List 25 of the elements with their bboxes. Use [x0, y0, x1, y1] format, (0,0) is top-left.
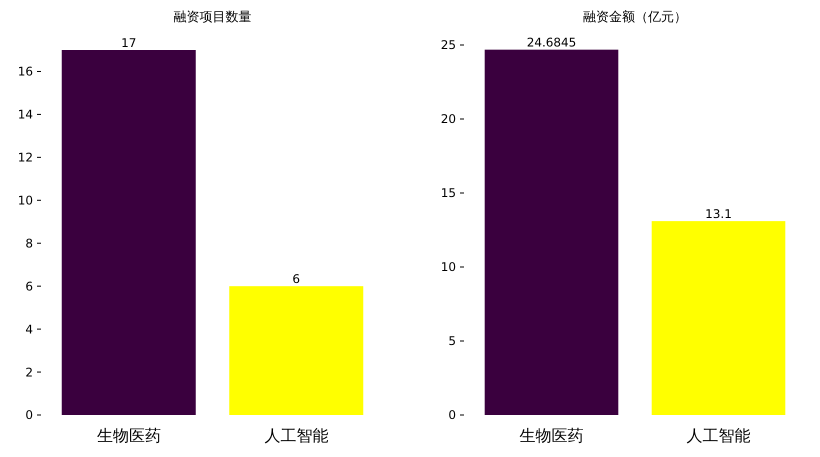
y-tick-label: 12: [18, 150, 33, 165]
x-tick-label: 人工智能: [264, 426, 328, 445]
data-label: 6: [292, 272, 300, 286]
x-tick-label: 生物医药: [520, 426, 584, 445]
data-label: 13.1: [705, 207, 732, 222]
y-tick-label: 8: [25, 236, 33, 250]
chart-title: 融资项目数量: [174, 10, 252, 25]
x-tick-label: 生物医药: [96, 426, 161, 445]
y-tick-label: 2: [25, 365, 33, 380]
x-tick-label: 人工智能: [686, 426, 750, 445]
y-tick-label: 10: [440, 260, 456, 274]
data-label: 24.6845: [526, 36, 576, 50]
y-tick-label: 20: [440, 112, 456, 126]
y-tick-label: 0: [448, 408, 456, 422]
chart-title: 融资金额（亿元）: [583, 10, 687, 25]
y-tick-label: 5: [448, 334, 456, 348]
data-label: 17: [121, 36, 136, 50]
y-tick-label: 25: [440, 38, 456, 52]
y-tick-label: 6: [25, 279, 33, 294]
y-tick-label: 15: [440, 186, 456, 200]
y-tick-label: 10: [18, 193, 33, 208]
y-tick-label: 14: [18, 108, 33, 122]
y-tick-label: 16: [18, 64, 33, 79]
y-tick-label: 0: [25, 408, 33, 422]
y-tick-label: 4: [25, 322, 33, 336]
